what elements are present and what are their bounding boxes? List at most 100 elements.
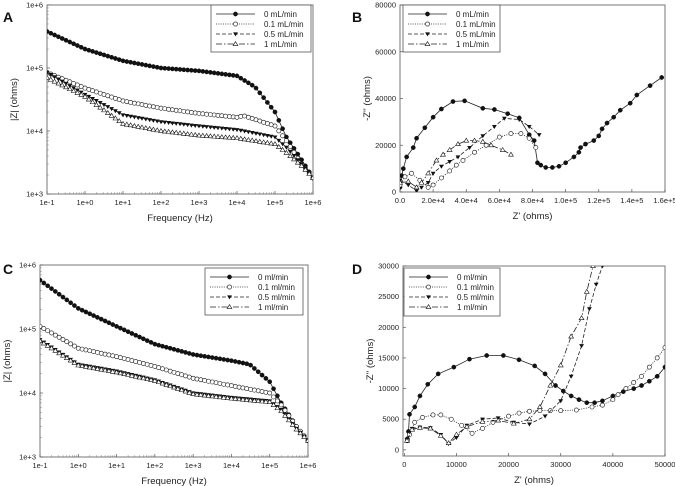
marker-filled-triangle-down	[116, 111, 122, 116]
legend-label: 0.1 ml/min	[457, 283, 494, 292]
marker-open-triangle-up	[159, 380, 166, 386]
marker-open-triangle-up	[256, 138, 263, 144]
marker-open-triangle-up	[117, 370, 124, 376]
marker-open-circle	[280, 133, 285, 139]
marker-filled-triangle-down	[113, 109, 118, 114]
marker-filled-circle	[538, 162, 544, 168]
marker-open-triangle-up	[120, 120, 126, 126]
marker-filled-triangle-down	[536, 133, 542, 138]
marker-open-triangle-up	[105, 367, 112, 373]
marker-open-triangle-up	[220, 394, 227, 400]
marker-open-circle	[615, 392, 621, 398]
marker-filled-circle	[627, 100, 633, 106]
marker-open-triangle-up	[266, 399, 273, 405]
marker-open-triangle-up	[140, 375, 147, 381]
marker-open-triangle-up	[186, 389, 193, 395]
marker-open-triangle-up	[40, 337, 43, 343]
x-tick-label: 1e+2	[153, 198, 170, 207]
marker-open-triangle-up	[93, 101, 100, 107]
marker-open-triangle-up	[215, 133, 221, 139]
legend-label: 0 mL/min	[264, 10, 297, 19]
marker-open-triangle-up	[241, 136, 248, 142]
marker-filled-triangle-down	[166, 121, 171, 126]
marker-open-circle	[420, 414, 425, 420]
marker-filled-triangle-down	[492, 124, 497, 129]
marker-open-circle	[60, 337, 66, 342]
marker-open-triangle-up	[264, 139, 271, 145]
marker-filled-circle	[255, 369, 261, 375]
marker-open-circle	[506, 413, 511, 419]
x-tick-label: 1e+0	[70, 461, 87, 470]
marker-open-circle	[198, 377, 204, 383]
marker-filled-triangle-down	[67, 84, 73, 89]
marker-filled-triangle-down	[63, 81, 69, 86]
marker-filled-triangle-down	[414, 189, 419, 192]
marker-filled-circle	[223, 72, 228, 77]
marker-open-circle	[287, 144, 293, 149]
marker-open-triangle-up	[131, 122, 138, 128]
marker-open-triangle-up	[283, 149, 290, 155]
marker-open-triangle-up	[232, 395, 239, 401]
marker-open-triangle-up	[104, 109, 111, 115]
marker-open-triangle-up	[56, 350, 63, 356]
marker-filled-triangle-down	[56, 77, 61, 82]
marker-filled-circle	[68, 300, 73, 306]
marker-filled-circle	[265, 100, 270, 105]
marker-open-triangle-up	[86, 364, 93, 370]
marker-open-triangle-up	[510, 420, 517, 426]
marker-open-triangle-up	[294, 159, 301, 165]
legend-label: 0.1 mL/min	[264, 20, 304, 29]
marker-open-circle	[45, 328, 51, 334]
marker-open-triangle-up	[209, 393, 216, 399]
marker-filled-circle	[209, 355, 215, 360]
marker-open-circle	[49, 330, 54, 336]
marker-open-circle	[610, 397, 616, 403]
legend-label: 0.5 ml/min	[457, 293, 494, 302]
marker-filled-circle	[71, 41, 76, 47]
legend-label: 0.1 ml/min	[258, 283, 295, 292]
marker-filled-triangle-down	[287, 149, 293, 154]
marker-open-triangle-up	[51, 78, 58, 84]
marker-filled-circle	[271, 386, 276, 392]
marker-filled-triangle-down	[132, 115, 137, 120]
marker-open-triangle-up	[74, 89, 81, 95]
marker-open-triangle-up	[471, 137, 478, 143]
marker-filled-circle	[198, 353, 204, 359]
marker-filled-circle	[95, 315, 100, 320]
marker-filled-triangle-down	[185, 123, 190, 128]
marker-filled-circle	[647, 378, 652, 384]
marker-filled-circle	[253, 85, 259, 91]
marker-filled-circle	[167, 345, 173, 351]
plot-frame	[402, 265, 666, 457]
marker-open-circle	[129, 358, 135, 363]
marker-filled-circle	[179, 349, 185, 354]
marker-open-triangle-up	[417, 424, 423, 430]
series-3	[47, 74, 313, 180]
marker-filled-circle	[492, 107, 497, 112]
marker-filled-triangle-down	[480, 134, 486, 139]
marker-filled-circle	[576, 149, 582, 155]
marker-filled-circle	[600, 398, 605, 404]
marker-filled-circle	[611, 114, 617, 120]
marker-open-triangle-up	[278, 408, 285, 414]
x-tick-label: 1.6e+5	[653, 196, 675, 205]
series-1	[400, 131, 539, 190]
marker-open-triangle-up	[121, 371, 128, 376]
marker-filled-triangle-down	[158, 120, 164, 125]
marker-open-triangle-up	[52, 347, 59, 353]
marker-filled-circle	[213, 355, 219, 361]
series-3	[403, 266, 596, 446]
y-tick-label: 0	[392, 188, 396, 197]
x-axis-label: Z' (ohms)	[514, 475, 554, 486]
marker-open-triangle-up	[60, 352, 66, 358]
marker-open-triangle-up	[127, 122, 134, 128]
marker-filled-triangle-down	[257, 132, 263, 137]
marker-filled-circle	[553, 383, 558, 388]
legend-box	[210, 4, 312, 53]
marker-open-circle	[259, 389, 265, 394]
marker-filled-circle	[422, 125, 428, 131]
marker-filled-circle	[240, 360, 246, 366]
marker-open-triangle-up	[239, 396, 246, 402]
marker-open-triangle-up	[302, 166, 309, 172]
marker-filled-circle	[532, 363, 538, 369]
